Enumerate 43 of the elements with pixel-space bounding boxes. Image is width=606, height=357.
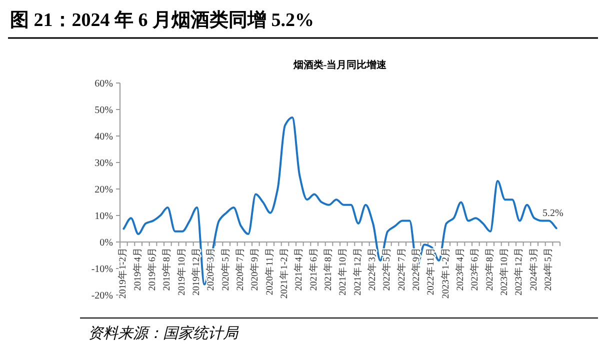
x-tick-label: 2021年1-2月 bbox=[278, 247, 290, 299]
text: 资料来源：国家统计局 bbox=[88, 325, 239, 342]
x-tick-label: 2023年10月 bbox=[498, 247, 510, 296]
x-tick-label: 2021年6月 bbox=[307, 247, 320, 291]
x-tick-label: 2020年11月 bbox=[263, 247, 276, 296]
x-tick-label: 2019年1-2月 bbox=[116, 247, 129, 299]
x-tick-label: 2024年3月 bbox=[527, 247, 540, 291]
x-tick-label: 2021年10月 bbox=[336, 247, 349, 296]
x-tick-label: 2021年8月 bbox=[322, 247, 334, 291]
y-tick-label: 10% bbox=[94, 211, 113, 222]
data-label: 5.2% bbox=[542, 208, 564, 220]
y-tick-label: -10% bbox=[91, 264, 113, 275]
y-tick-label: 30% bbox=[94, 158, 113, 169]
x-tick-label: 2019年8月 bbox=[160, 247, 173, 291]
chart-title: 图 21：2024 年 6 月烟酒类同增 5.2% bbox=[10, 9, 314, 31]
x-tick-label: 2021年4月 bbox=[292, 247, 305, 291]
x-tick-label: 2022年3月 bbox=[366, 247, 378, 291]
x-tick-label: 2022年7月 bbox=[395, 247, 408, 291]
y-tick-label: 50% bbox=[94, 105, 113, 116]
x-tick-label: 2019年6月 bbox=[146, 247, 158, 291]
y-tick-label: 20% bbox=[94, 184, 113, 196]
x-tick-label: 2022年11月 bbox=[424, 247, 437, 296]
x-tick-label: 2019年10月 bbox=[175, 247, 188, 296]
x-tick-label: 2021年12月 bbox=[351, 247, 364, 296]
y-tick-label: 60% bbox=[94, 78, 113, 90]
x-tick-label: 2022年5月 bbox=[380, 247, 393, 291]
x-tick-label: 2023年8月 bbox=[483, 247, 496, 291]
x-tick-label: 2019年12月 bbox=[190, 247, 202, 296]
x-tick-label: 2023年1-2月 bbox=[439, 247, 452, 299]
x-tick-label: 2020年9月 bbox=[248, 247, 261, 291]
chart-subtitle: 烟酒类-当月同比增速 bbox=[292, 59, 388, 71]
y-tick-label: -20% bbox=[91, 290, 113, 302]
x-tick-label: 2023年4月 bbox=[454, 247, 466, 291]
x-tick-label: 2020年7月 bbox=[234, 247, 246, 291]
y-tick-label: 40% bbox=[94, 132, 113, 142]
x-tick-label: 2023年12月 bbox=[512, 247, 525, 296]
x-tick-label: 2023年6月 bbox=[468, 247, 481, 291]
x-tick-label: 2024年5月 bbox=[542, 247, 554, 291]
x-tick-label: 2020年5月 bbox=[219, 247, 232, 291]
y-tick-label: 0% bbox=[100, 238, 113, 248]
x-tick-label: 2020年3月 bbox=[204, 247, 217, 291]
x-tick-label: 2022年9月 bbox=[410, 247, 422, 291]
x-tick-label: 2019年4月 bbox=[131, 247, 144, 291]
